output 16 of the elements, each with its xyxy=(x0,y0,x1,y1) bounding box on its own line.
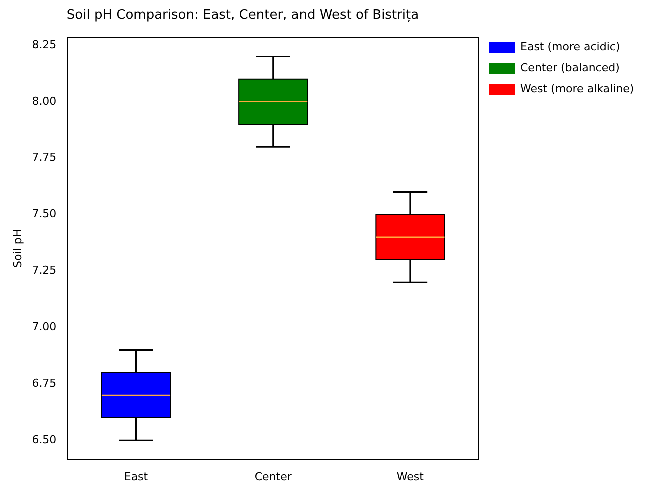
x-tick-label: East xyxy=(124,470,149,484)
y-tick-label: 7.50 xyxy=(32,208,57,221)
legend-label: East (more acidic) xyxy=(520,40,620,54)
x-tick-label: West xyxy=(396,470,425,484)
chart-title: Soil pH Comparison: East, Center, and West of Bistrița xyxy=(66,8,420,25)
legend-label: Center (balanced) xyxy=(520,61,620,74)
legend-label: West (more alkaline) xyxy=(520,82,634,96)
y-tick-label: 7.75 xyxy=(32,151,57,164)
y-tick-label: 7.00 xyxy=(32,320,57,334)
y-tick-label: 8.00 xyxy=(32,94,57,108)
y-axis-title: Soil pH xyxy=(11,229,24,268)
y-tick-label: 6.75 xyxy=(32,377,57,390)
y-tick-label: 7.25 xyxy=(32,264,57,278)
x-tick-label: Center xyxy=(254,470,292,484)
y-tick-label: 8.25 xyxy=(32,38,57,52)
y-tick-label: 6.50 xyxy=(32,433,57,446)
